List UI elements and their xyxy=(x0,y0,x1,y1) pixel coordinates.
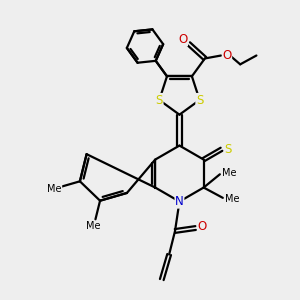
Text: N: N xyxy=(175,195,184,208)
Text: S: S xyxy=(196,94,203,106)
Text: O: O xyxy=(222,49,232,62)
Text: Me: Me xyxy=(225,194,239,204)
Text: Me: Me xyxy=(222,168,236,178)
Text: S: S xyxy=(224,143,232,156)
Text: S: S xyxy=(156,94,163,106)
Text: O: O xyxy=(178,33,188,46)
Text: O: O xyxy=(197,220,207,233)
Text: Me: Me xyxy=(86,221,101,231)
Text: Me: Me xyxy=(47,184,62,194)
